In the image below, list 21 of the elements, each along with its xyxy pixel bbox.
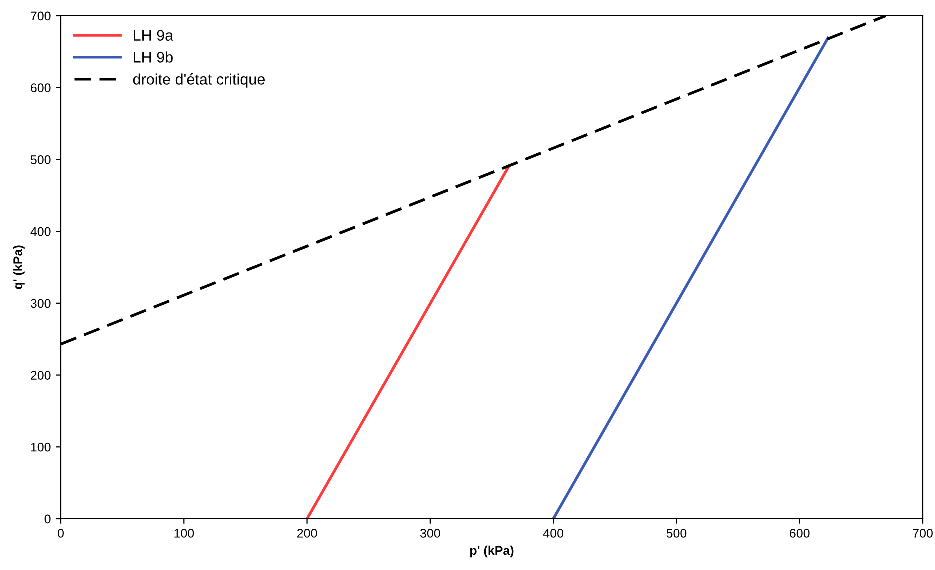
y-tick-label: 700 [31, 12, 51, 21]
y-tick-label: 300 [30, 299, 51, 308]
x-tick-label: 600 [790, 529, 810, 538]
legend-label: LH 9a [134, 30, 174, 41]
x-tick-label: 0 [58, 529, 64, 538]
legend-label: droite d'état critique [133, 74, 265, 88]
x-tick-label: 100 [174, 529, 194, 538]
legend-label: LH 9b [134, 52, 173, 63]
y-tick-label: 500 [30, 156, 51, 164]
y-axis-title: q' (kPa) [13, 246, 25, 290]
y-tick-label: 0 [44, 514, 51, 524]
y-tick-label: 600 [31, 84, 51, 93]
x-tick-label: 300 [420, 529, 440, 538]
x-tick-label: 700 [913, 529, 933, 538]
y-tick-label: 100 [31, 442, 51, 452]
y-tick-label: 200 [31, 371, 51, 380]
y-tick-label: 400 [30, 227, 51, 236]
x-tick-label: 200 [297, 529, 318, 538]
x-tick-label: 500 [666, 529, 687, 538]
x-axis-title: p' (kPa) [470, 546, 514, 558]
x-tick-label: 400 [543, 529, 564, 538]
